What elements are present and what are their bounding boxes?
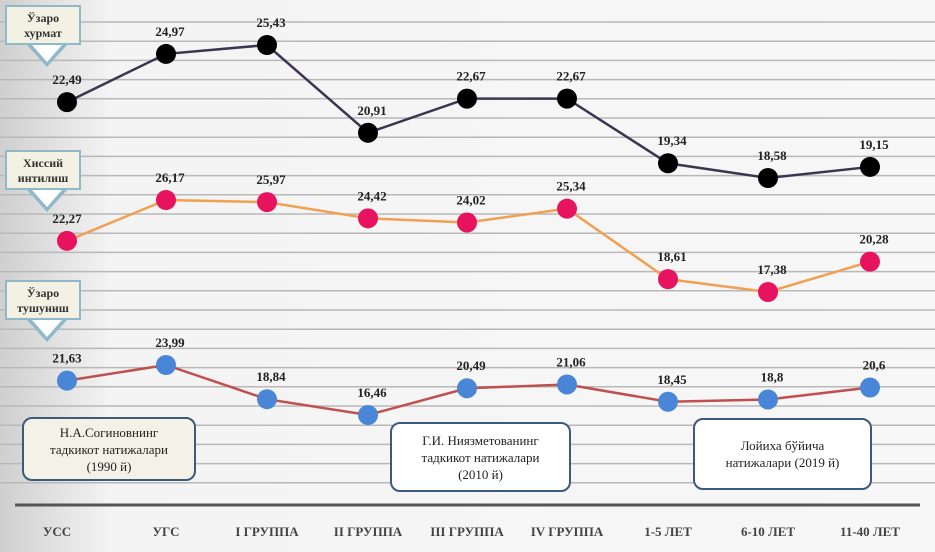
data-point — [156, 190, 176, 210]
data-point — [457, 212, 477, 233]
data-label: 25,34 — [556, 179, 586, 194]
data-label: 18,84 — [256, 369, 286, 384]
data-point — [860, 377, 880, 398]
data-label: 22,67 — [556, 69, 586, 84]
data-point — [358, 405, 378, 425]
data-label: 25,97 — [256, 172, 286, 187]
data-label: 19,34 — [657, 133, 687, 148]
data-label: 22,27 — [52, 211, 82, 226]
data-point — [358, 122, 378, 143]
data-label: 24,02 — [456, 193, 485, 208]
data-point — [658, 391, 678, 412]
data-label: 18,58 — [757, 148, 787, 163]
callout-label: тушуниш — [17, 301, 69, 315]
data-label: 22,67 — [456, 69, 486, 84]
x-tick-label: 1-5 ЛЕТ — [644, 524, 692, 539]
data-label: 24,97 — [155, 24, 185, 39]
x-tick-label: III ГРУППА — [430, 524, 504, 539]
x-tick-label: II ГРУППА — [334, 524, 403, 539]
callout-label: интилиш — [17, 171, 69, 185]
note-box: Г.И. Ниязметованинг тадкикот натижалари … — [390, 422, 571, 492]
data-label: 20,91 — [357, 103, 386, 118]
x-tick-label: УСС — [43, 524, 71, 539]
note-box: Н.А.Согиновнинг тадкикот натижалари (199… — [22, 417, 196, 481]
data-point — [758, 168, 778, 188]
data-point — [557, 374, 577, 395]
data-point — [57, 230, 77, 251]
data-label: 17,38 — [757, 262, 787, 277]
data-label: 18,61 — [657, 249, 686, 264]
data-point — [860, 156, 880, 177]
data-point — [156, 355, 176, 375]
callout-label: Хиссий — [22, 156, 64, 170]
data-point — [457, 88, 477, 109]
data-point — [57, 92, 77, 113]
callout-label: Ўзаро — [26, 11, 60, 25]
data-label: 24,42 — [357, 188, 386, 203]
data-point — [557, 198, 577, 219]
data-label: 25,43 — [256, 15, 286, 30]
callout-label: хурмат — [24, 26, 62, 40]
data-point — [156, 43, 176, 64]
data-point — [557, 88, 577, 109]
x-tick-label: УГС — [152, 524, 179, 539]
data-label: 19,15 — [859, 137, 889, 152]
callout-label: Ўзаро — [26, 286, 60, 300]
data-label: 26,17 — [155, 170, 185, 185]
data-point — [758, 282, 778, 302]
data-label: 16,46 — [357, 385, 387, 400]
data-label: 21,63 — [52, 351, 82, 366]
data-point — [257, 35, 277, 55]
data-point — [860, 251, 880, 272]
data-label: 18,45 — [657, 372, 687, 387]
data-label: 21,06 — [556, 354, 586, 369]
data-point — [57, 370, 77, 391]
data-point — [758, 389, 778, 410]
x-tick-label: 6-10 ЛЕТ — [741, 524, 795, 539]
data-point — [257, 389, 277, 410]
note-box: Лойиха бўйича натижалари (2019 й) — [693, 418, 872, 490]
arrow-down-icon — [27, 190, 67, 212]
data-point — [358, 208, 378, 229]
x-tick-label: 11-40 ЛЕТ — [840, 524, 900, 539]
arrow-down-icon — [27, 45, 67, 67]
x-tick-label: I ГРУППА — [235, 524, 299, 539]
x-tick-label: IV ГРУППА — [531, 524, 604, 539]
arrow-down-icon — [27, 320, 67, 342]
data-point — [457, 378, 477, 399]
data-label: 20,28 — [859, 232, 889, 247]
data-point — [658, 269, 678, 290]
data-label: 23,99 — [155, 335, 185, 350]
data-label: 22,49 — [52, 72, 82, 87]
data-label: 18,8 — [761, 369, 784, 384]
data-point — [257, 192, 277, 213]
data-point — [658, 153, 678, 174]
data-label: 20,6 — [863, 358, 886, 373]
data-label: 20,49 — [456, 358, 486, 373]
